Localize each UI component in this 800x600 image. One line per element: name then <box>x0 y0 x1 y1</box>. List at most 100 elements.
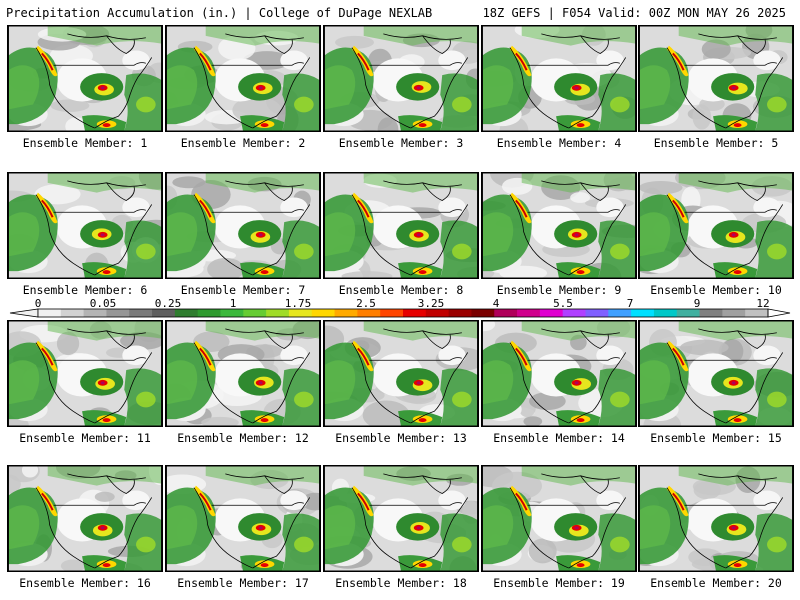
ensemble-member-panel: Ensemble Member: 8 <box>323 172 479 297</box>
precip-map <box>481 465 637 572</box>
colorbar-swatch <box>471 309 495 317</box>
ensemble-member-panel: Ensemble Member: 15 <box>638 320 794 445</box>
colorbar-swatch <box>722 309 746 317</box>
colorbar-swatch <box>403 309 427 317</box>
member-caption: Ensemble Member: 10 <box>650 283 782 297</box>
ensemble-member-panel: Ensemble Member: 16 <box>7 465 163 590</box>
ensemble-member-panel: Ensemble Member: 2 <box>165 25 321 150</box>
precip-map <box>638 25 794 132</box>
ensemble-member-panel: Ensemble Member: 12 <box>165 320 321 445</box>
colorbar-swatch <box>676 309 701 317</box>
member-caption: Ensemble Member: 7 <box>180 283 306 297</box>
colorbar-swatch <box>745 309 769 317</box>
colorbar-tick-label: 1 <box>229 297 237 310</box>
colorbar-swatch <box>631 309 655 317</box>
member-caption: Ensemble Member: 15 <box>650 431 782 445</box>
precip-map <box>638 172 794 279</box>
precip-map <box>165 320 321 427</box>
member-caption: Ensemble Member: 17 <box>177 576 309 590</box>
ensemble-member-panel: Ensemble Member: 11 <box>7 320 163 445</box>
member-caption: Ensemble Member: 14 <box>493 431 625 445</box>
member-caption: Ensemble Member: 2 <box>180 136 306 150</box>
colorbar-swatch <box>448 309 472 317</box>
colorbar-swatch <box>425 309 450 317</box>
colorbar-tick-label: 4 <box>492 297 500 310</box>
precip-map <box>323 465 479 572</box>
precip-colorbar: 0 0.05 0.25 1 1.75 2.5 3.25 4 5.5 7 9 12 <box>0 297 800 319</box>
precip-map <box>481 320 637 427</box>
colorbar-swatch <box>197 309 221 317</box>
colorbar-tick-label: 9 <box>693 297 701 310</box>
colorbar-tick-label: 0.05 <box>89 297 117 310</box>
precip-map <box>7 465 163 572</box>
ensemble-member-panel: Ensemble Member: 14 <box>481 320 637 445</box>
member-caption: Ensemble Member: 16 <box>19 576 151 590</box>
colorbar-tick-label: 1.75 <box>284 297 312 310</box>
colorbar-outline <box>37 308 769 318</box>
member-caption: Ensemble Member: 6 <box>22 283 148 297</box>
ensemble-member-panel: Ensemble Member: 3 <box>323 25 479 150</box>
colorbar-tick-label: 7 <box>626 297 634 310</box>
colorbar-swatch <box>699 309 723 317</box>
precip-map <box>323 25 479 132</box>
colorbar-tick-label: 0.25 <box>154 297 182 310</box>
member-caption: Ensemble Member: 4 <box>496 136 622 150</box>
member-caption: Ensemble Member: 3 <box>338 136 464 150</box>
member-caption: Ensemble Member: 18 <box>335 576 467 590</box>
colorbar-tick-label: 0 <box>34 297 42 310</box>
colorbar-swatch <box>288 309 313 317</box>
precip-map <box>165 172 321 279</box>
colorbar-max-arrow <box>767 308 791 318</box>
precip-map <box>7 320 163 427</box>
precip-map <box>323 320 479 427</box>
member-caption: Ensemble Member: 8 <box>338 283 464 297</box>
ensemble-member-panel: Ensemble Member: 7 <box>165 172 321 297</box>
member-caption: Ensemble Member: 5 <box>653 136 779 150</box>
colorbar-swatch <box>585 309 609 317</box>
ensemble-member-panel: Ensemble Member: 6 <box>7 172 163 297</box>
colorbar-min-arrow <box>9 308 39 318</box>
member-caption: Ensemble Member: 13 <box>335 431 467 445</box>
model-run-info: 18Z GEFS | F054 Valid: 00Z MON MAY 26 20… <box>482 6 786 20</box>
ensemble-member-panel: Ensemble Member: 19 <box>481 465 637 590</box>
member-caption: Ensemble Member: 9 <box>496 283 622 297</box>
colorbar-tick-label: 3.25 <box>417 297 445 310</box>
colorbar-swatch <box>220 309 244 317</box>
member-caption: Ensemble Member: 1 <box>22 136 148 150</box>
ensemble-member-panel: Ensemble Member: 9 <box>481 172 637 297</box>
precip-map <box>7 25 163 132</box>
colorbar-swatch <box>129 309 153 317</box>
member-caption: Ensemble Member: 12 <box>177 431 309 445</box>
ensemble-member-panel: Ensemble Member: 10 <box>638 172 794 297</box>
precip-map <box>481 25 637 132</box>
precip-map <box>165 465 321 572</box>
ensemble-member-panel: Ensemble Member: 1 <box>7 25 163 150</box>
colorbar-swatch <box>243 309 267 317</box>
colorbar-swatch <box>174 309 199 317</box>
colorbar-swatch <box>562 309 586 317</box>
precip-map <box>481 172 637 279</box>
colorbar-swatch <box>334 309 358 317</box>
colorbar-scale <box>9 308 791 318</box>
precip-map <box>165 25 321 132</box>
colorbar-tick-label: 5.5 <box>553 297 573 310</box>
ensemble-member-panel: Ensemble Member: 13 <box>323 320 479 445</box>
colorbar-swatch <box>311 309 336 317</box>
precip-map <box>7 172 163 279</box>
colorbar-swatch <box>653 309 678 317</box>
colorbar-swatch <box>494 309 518 317</box>
colorbar-tick-label: 2.5 <box>356 297 376 310</box>
member-caption: Ensemble Member: 19 <box>493 576 625 590</box>
colorbar-swatch <box>60 309 85 317</box>
colorbar-swatch <box>38 309 62 317</box>
precip-map <box>638 320 794 427</box>
member-caption: Ensemble Member: 20 <box>650 576 782 590</box>
colorbar-swatch <box>106 309 130 317</box>
precip-map <box>323 172 479 279</box>
member-caption: Ensemble Member: 11 <box>19 431 151 445</box>
colorbar-swatch <box>266 309 290 317</box>
ensemble-member-panel: Ensemble Member: 18 <box>323 465 479 590</box>
ensemble-member-panel: Ensemble Member: 4 <box>481 25 637 150</box>
colorbar-swatch <box>380 309 404 317</box>
colorbar-swatch <box>517 309 541 317</box>
